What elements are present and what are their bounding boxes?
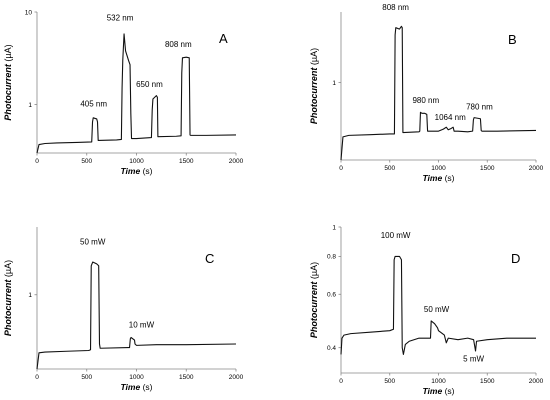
peak-annotation: 532 nm	[107, 13, 134, 22]
y-axis-title-unit: (µA)	[3, 44, 13, 64]
y-tick-label: 1	[332, 80, 336, 87]
y-tick-label: 10	[25, 9, 33, 16]
x-axis-title-unit: (s)	[140, 382, 152, 392]
y-tick-label: 1	[332, 224, 336, 231]
y-tick-label: 0.6	[327, 292, 336, 299]
peak-annotation: 5 mW	[463, 355, 484, 364]
x-axis-title-unit: (s)	[442, 173, 454, 183]
x-axis-title: Time (s)	[121, 382, 153, 392]
x-tick-label: 1500	[480, 165, 495, 172]
x-axis-title-name: Time	[121, 382, 141, 392]
chart-panel-c: 0 500 1000 1500 2000 1 50 mW 10 mW C Time (s) Phot…	[3, 227, 244, 392]
peak-annotation: 808 nm	[165, 40, 192, 49]
peak-annotation: 405 nm	[80, 100, 107, 109]
x-tick-label: 2000	[229, 158, 244, 165]
y-axis-title: Photocurrent (µA)	[3, 44, 13, 120]
series-line	[36, 261, 237, 370]
peak-annotation: 50 mW	[80, 238, 106, 247]
y-axis-title: Photocurrent (µA)	[309, 48, 319, 124]
peak-annotation: 980 nm	[412, 96, 439, 105]
x-tick-label: 500	[81, 158, 92, 165]
chart-panel-d: 0 500 1000 1500 2000 1 0.8 0.6 0.4 100 mW 50 mW 5 m…	[309, 224, 544, 396]
chart-panel-b: 0 500 1000 1500 2000 1 808 nm 980 nm 1064 nm780 …	[309, 3, 544, 183]
y-axis-title-name: Photocurrent	[3, 63, 13, 121]
panel-label: D	[511, 251, 520, 266]
x-axis-title-name: Time	[423, 386, 443, 396]
peak-annotation: 50 mW	[424, 305, 450, 314]
peak-annotation: 100 mW	[381, 231, 411, 240]
x-axis-title: Time (s)	[423, 386, 455, 396]
y-tick-label: 0.4	[327, 345, 336, 352]
series-line	[340, 255, 536, 355]
x-tick-label: 1500	[480, 378, 495, 385]
peak-annotation: 1064 nm	[435, 113, 466, 122]
x-tick-label: 500	[384, 165, 395, 172]
x-axis-title-name: Time	[121, 166, 141, 176]
x-tick-label: 2000	[529, 378, 544, 385]
y-axis-title-name: Photocurrent	[309, 281, 319, 339]
x-tick-label: 1000	[431, 165, 446, 172]
peak-annotation: 10 mW	[129, 320, 155, 329]
x-tick-label: 500	[384, 378, 395, 385]
y-tick-label: 1	[28, 292, 32, 299]
x-tick-label: 0	[339, 165, 343, 172]
x-tick-label: 1000	[129, 158, 144, 165]
series-line	[36, 33, 237, 154]
peak-annotation: 808 nm	[382, 3, 409, 12]
y-axis-title-name: Photocurrent	[309, 67, 319, 125]
y-axis-title-name: Photocurrent	[3, 279, 13, 337]
x-axis-title-unit: (s)	[140, 166, 152, 176]
x-tick-label: 0	[35, 374, 39, 381]
y-axis-title-unit: (µA)	[309, 48, 319, 68]
x-axis-title: Time (s)	[423, 173, 455, 183]
y-axis-title: Photocurrent (µA)	[309, 262, 319, 338]
x-axis-title-unit: (s)	[442, 386, 454, 396]
x-axis-title-name: Time	[423, 173, 443, 183]
x-axis-title: Time (s)	[121, 166, 153, 176]
x-tick-label: 1500	[179, 374, 194, 381]
x-tick-label: 1000	[129, 374, 144, 381]
peak-annotation: 650 nm	[136, 80, 163, 89]
chart-panel-a: 0 500 1000 1500 2000 10 1 405 nm 532 nm 650 nm 808…	[3, 9, 244, 176]
x-tick-label: 1500	[179, 158, 194, 165]
x-tick-label: 500	[81, 374, 92, 381]
panel-label: B	[508, 32, 517, 47]
y-axis-title-unit: (µA)	[3, 260, 13, 280]
x-tick-label: 0	[339, 378, 343, 385]
x-tick-label: 2000	[229, 374, 244, 381]
peak-annotation: 780 nm	[466, 102, 493, 111]
x-tick-label: 2000	[529, 165, 544, 172]
panel-label: C	[205, 251, 214, 266]
x-tick-label: 1000	[431, 378, 446, 385]
panel-label: A	[219, 31, 228, 46]
y-tick-label: 1	[28, 102, 32, 109]
series-line	[340, 25, 537, 161]
y-axis-title-unit: (µA)	[309, 262, 319, 282]
x-tick-label: 0	[35, 158, 39, 165]
y-tick-label: 0.8	[327, 254, 336, 261]
y-axis-title: Photocurrent (µA)	[3, 260, 13, 336]
